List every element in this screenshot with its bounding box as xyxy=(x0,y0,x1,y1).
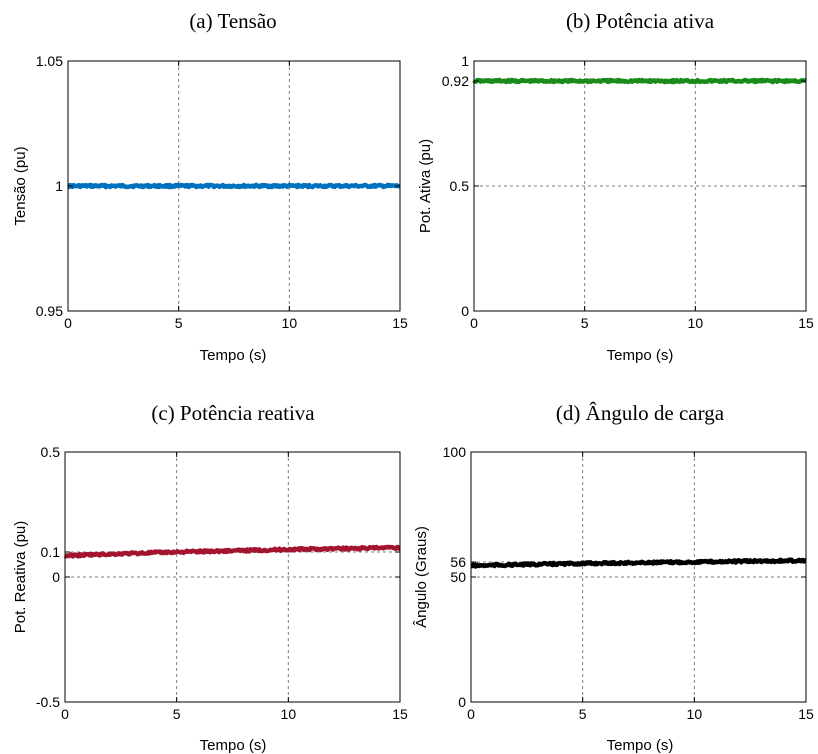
x-tick-label: 0 xyxy=(470,315,478,331)
x-tick-label: 15 xyxy=(798,706,814,722)
y-axis-label: Tensão (pu) xyxy=(12,146,29,225)
x-tick-label: 5 xyxy=(579,706,587,722)
x-tick-label: 5 xyxy=(581,315,589,331)
chart-title: (a) Tensão xyxy=(189,9,276,33)
series-line xyxy=(63,544,402,559)
y-axis-label: Ângulo (Graus) xyxy=(413,526,430,628)
y-tick-label: 0.5 xyxy=(450,178,470,194)
x-tick-label: 10 xyxy=(282,315,298,331)
y-tick-label: 0 xyxy=(461,303,469,319)
subplot-2: 0 5 10 15 0 0.5 0.92 1 (b) Potência ativa Tempo (… xyxy=(417,9,814,364)
y-tick-label: 56 xyxy=(450,554,466,570)
y-tick-label: 0.92 xyxy=(442,73,469,89)
y-tick-label: 1.05 xyxy=(36,53,63,69)
x-tick-label: 15 xyxy=(798,315,814,331)
subplot-1: 0 5 10 15 0.95 1 1.05 (a) Tensão Tempo (s) Tensão… xyxy=(12,9,408,364)
chart-title: (d) Ângulo de carga xyxy=(556,401,725,425)
series-line xyxy=(472,77,808,85)
x-tick-label: 0 xyxy=(467,706,475,722)
chart-title: (c) Potência reativa xyxy=(151,401,315,425)
x-tick-label: 15 xyxy=(392,315,408,331)
y-tick-label: 0 xyxy=(52,569,60,585)
y-tick-label: 0.95 xyxy=(36,303,63,319)
y-tick-label: 0 xyxy=(458,694,466,710)
y-axis-label: Pot. Reativa (pu) xyxy=(12,521,29,634)
subplot-3: 0 5 10 15-0.500.10.5(c) Potência reativaTem… xyxy=(12,401,408,754)
x-axis-label: Tempo (s) xyxy=(607,347,674,364)
y-tick-label: -0.5 xyxy=(36,694,60,710)
x-axis-label: Tempo (s) xyxy=(607,737,674,754)
x-tick-label: 15 xyxy=(392,706,408,722)
x-tick-label: 5 xyxy=(175,315,183,331)
x-axis-label: Tempo (s) xyxy=(200,737,267,754)
x-tick-label: 5 xyxy=(173,706,181,722)
y-tick-label: 1 xyxy=(55,178,63,194)
x-tick-label: 10 xyxy=(688,315,704,331)
series-line xyxy=(66,182,402,190)
x-tick-label: 0 xyxy=(61,706,69,722)
series-line xyxy=(469,557,808,569)
x-tick-label: 10 xyxy=(687,706,703,722)
y-tick-label: 50 xyxy=(450,569,466,585)
y-axis-label: Pot. Ativa (pu) xyxy=(417,139,434,233)
y-tick-label: 1 xyxy=(461,53,469,69)
x-tick-label: 10 xyxy=(281,706,297,722)
y-tick-label: 0.5 xyxy=(41,444,61,460)
x-axis-label: Tempo (s) xyxy=(200,347,267,364)
y-tick-label: 0.1 xyxy=(41,544,61,560)
chart-title: (b) Potência ativa xyxy=(566,9,715,33)
x-tick-label: 0 xyxy=(64,315,72,331)
y-tick-label: 100 xyxy=(443,444,467,460)
